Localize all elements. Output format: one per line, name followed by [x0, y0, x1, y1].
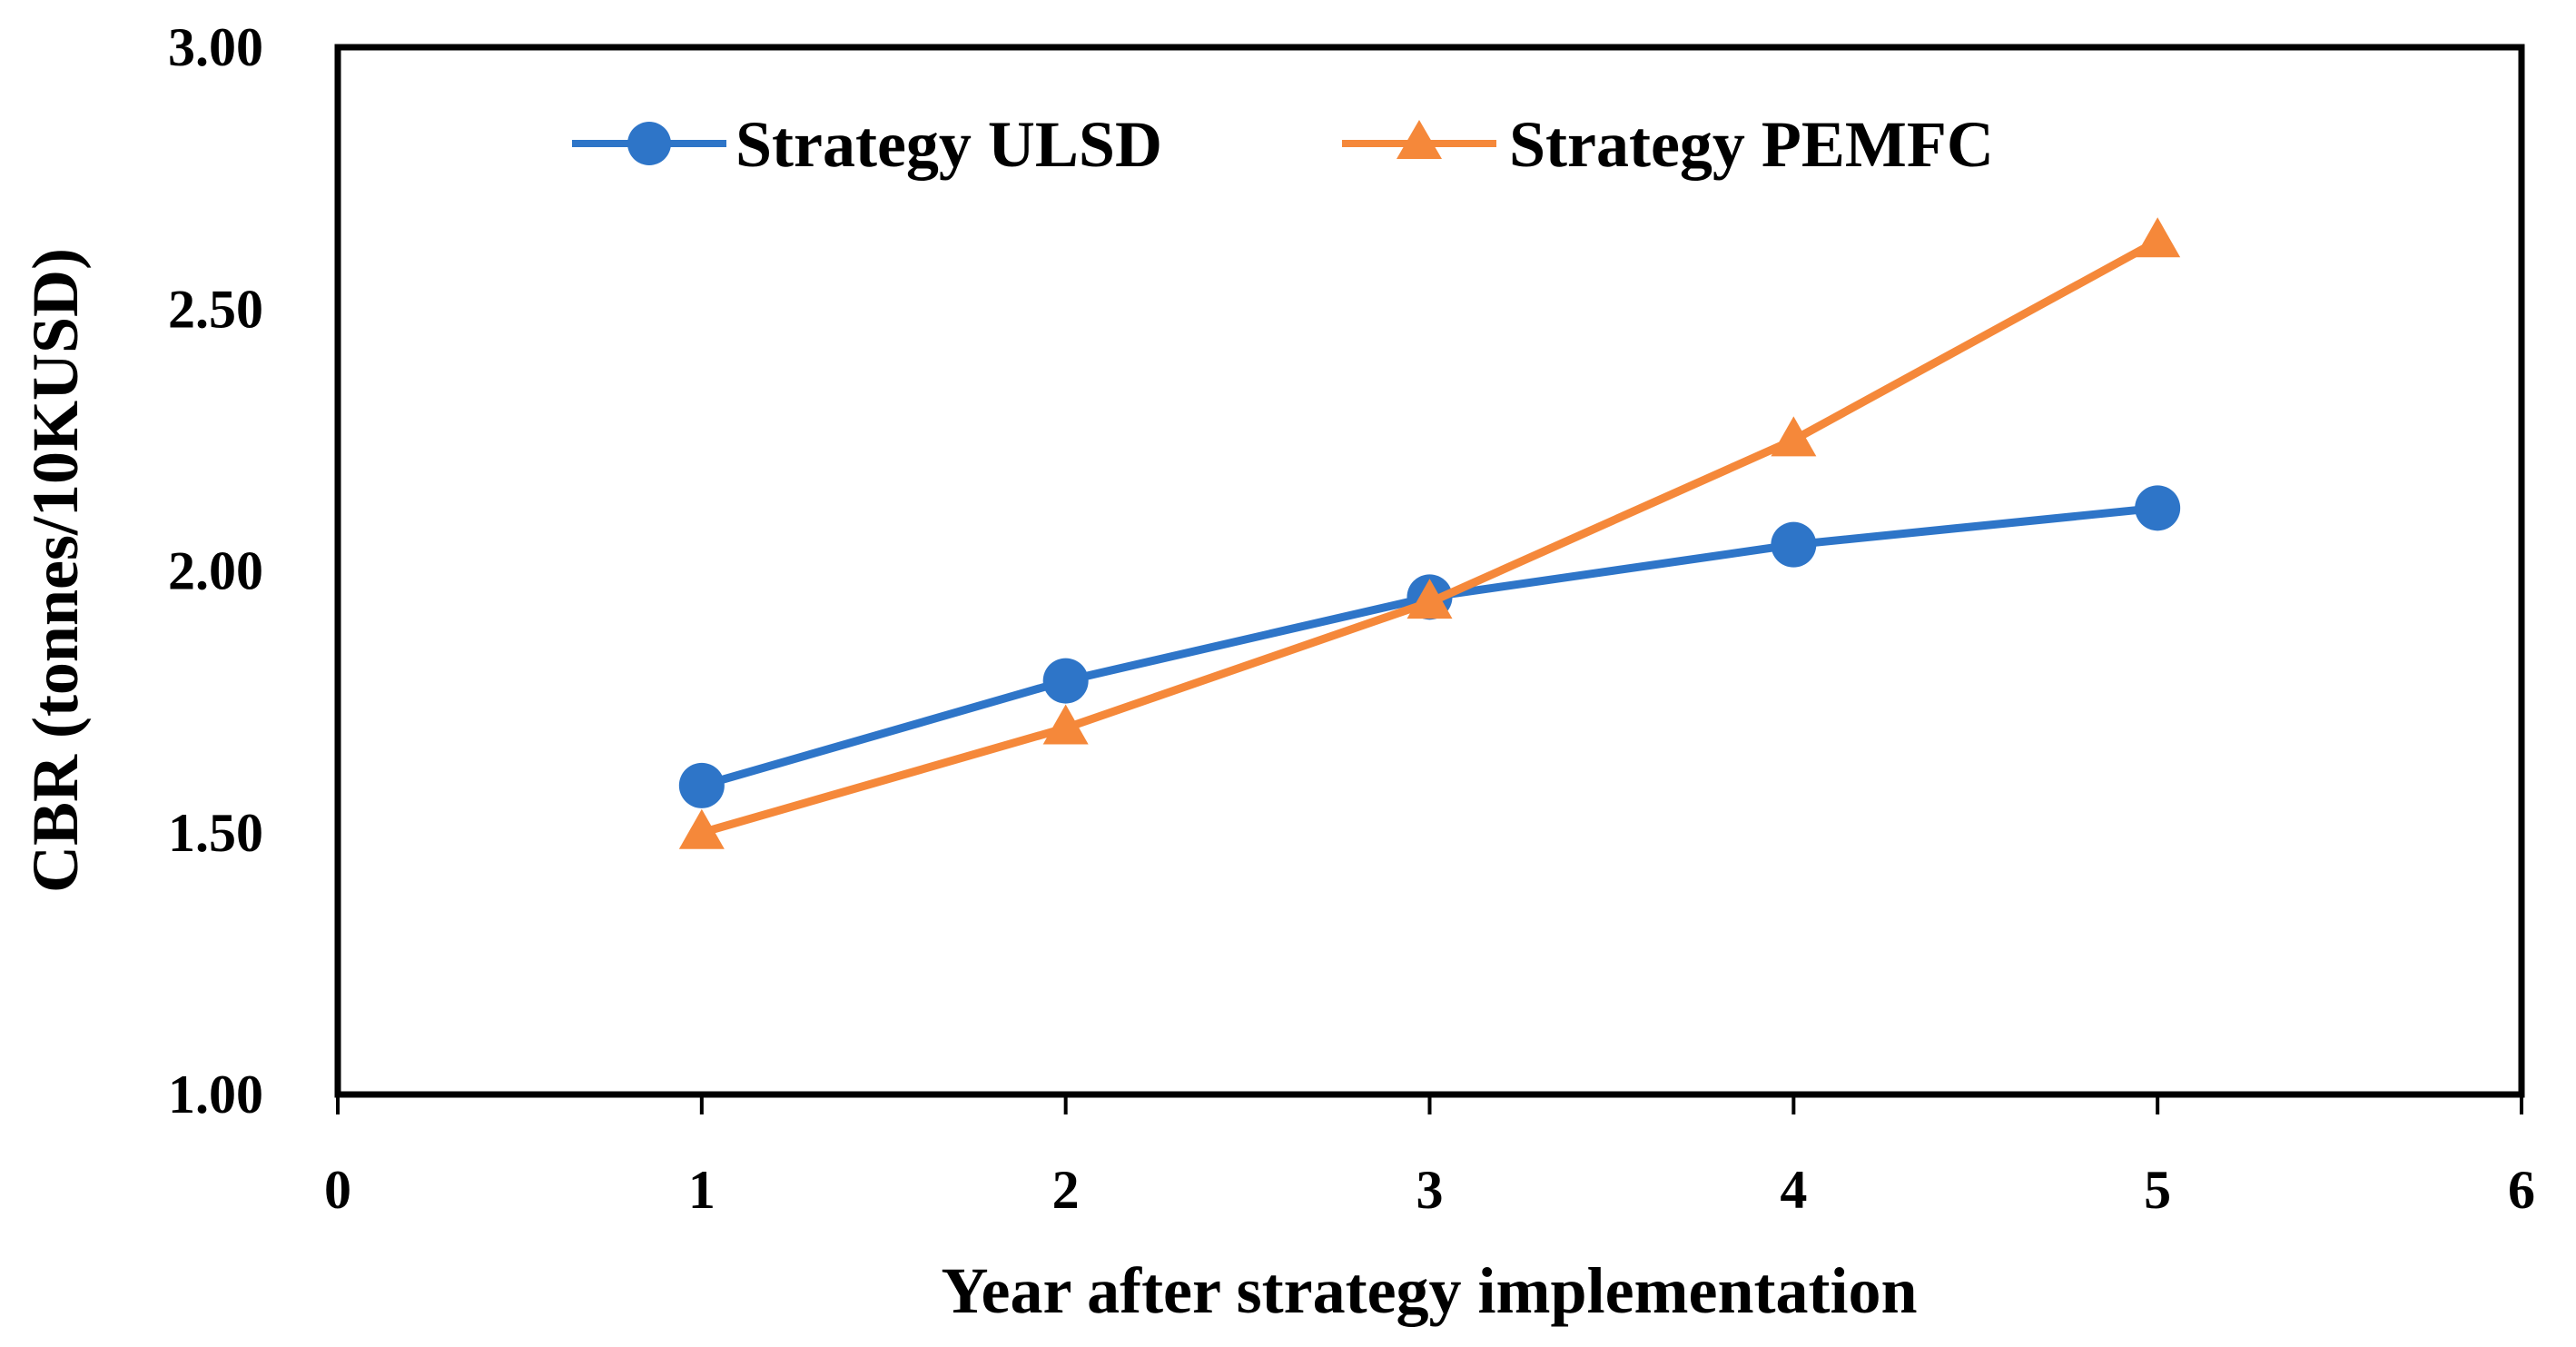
y-axis-title: CBR (tonnes/10KUSD) [19, 248, 92, 893]
x-axis-ticks: 0 1 2 3 4 5 6 [324, 1094, 2535, 1220]
data-point-ulsd [1771, 521, 1817, 568]
x-axis-title: Year after strategy implementation [941, 1254, 1917, 1327]
legend-label-ulsd: Strategy ULSD [735, 108, 1162, 181]
data-point-pemfc [1406, 579, 1453, 619]
y-tick-label: 2.00 [168, 541, 263, 601]
data-point-ulsd [2135, 485, 2181, 531]
legend-marker-pemfc [1397, 120, 1442, 159]
x-tick-label: 2 [1052, 1160, 1080, 1220]
data-point-ulsd [1042, 658, 1089, 704]
y-tick-label: 3.00 [168, 17, 263, 77]
y-axis-ticks: 1.00 1.50 2.00 2.50 3.00 [168, 17, 263, 1124]
x-tick-label: 6 [2508, 1160, 2535, 1220]
legend-item-ulsd: Strategy ULSD [572, 108, 1162, 181]
series-layer [678, 217, 2181, 849]
data-point-pemfc [1771, 416, 1817, 457]
y-tick-label: 1.00 [168, 1065, 263, 1124]
legend-marker-ulsd [627, 122, 671, 165]
x-tick-label: 5 [2144, 1160, 2171, 1220]
data-point-pemfc [678, 808, 725, 849]
data-point-ulsd [678, 762, 725, 808]
plot-frame [334, 44, 2525, 1098]
y-tick-label: 2.50 [168, 279, 263, 339]
y-tick-label: 1.50 [168, 803, 263, 863]
x-tick-label: 1 [688, 1160, 716, 1220]
x-tick-label: 3 [1416, 1160, 1444, 1220]
x-tick-label: 4 [1780, 1160, 1807, 1220]
data-point-pemfc [2135, 217, 2181, 258]
legend-label-pemfc: Strategy PEMFC [1509, 108, 1994, 181]
legend: Strategy ULSD Strategy PEMFC [572, 108, 1994, 181]
legend-item-pemfc: Strategy PEMFC [1342, 108, 1994, 181]
series-line-ulsd [697, 503, 2162, 790]
data-point-pemfc [1042, 704, 1089, 745]
series-line-pemfc [697, 236, 2162, 837]
x-tick-label: 0 [324, 1160, 351, 1220]
